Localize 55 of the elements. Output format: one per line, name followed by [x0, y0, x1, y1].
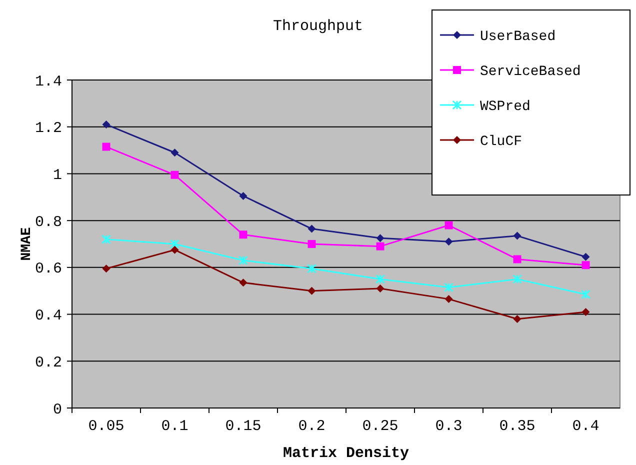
- point: [239, 192, 248, 200]
- point: [238, 256, 248, 266]
- x-tick-label: 0.35: [499, 418, 536, 435]
- point: [444, 295, 453, 304]
- y-tick-label: 1.4: [34, 73, 62, 90]
- point: [170, 246, 179, 254]
- point: [102, 142, 110, 151]
- point: [376, 242, 384, 250]
- point: [513, 314, 522, 323]
- point: [308, 240, 316, 248]
- point: [512, 274, 522, 284]
- point: [308, 224, 316, 233]
- point: [513, 255, 522, 264]
- y-tick-label: 1: [52, 166, 62, 184]
- point: [239, 278, 248, 287]
- legend-label: UserBased: [480, 28, 556, 45]
- point: [376, 284, 384, 293]
- x-tick-label: 0.4: [572, 418, 600, 435]
- y-axis-title: NMAE: [19, 227, 35, 261]
- y-tick-label: 0.8: [34, 214, 62, 231]
- legend-label: CluCF: [480, 134, 522, 150]
- point: [102, 234, 111, 244]
- point: [582, 308, 590, 316]
- y-tick-label: 0.4: [34, 308, 62, 325]
- point: [581, 290, 590, 300]
- x-tick-label: 0.2: [298, 418, 326, 435]
- point: [582, 261, 590, 270]
- point: [307, 264, 316, 274]
- x-tick-label: 0.15: [225, 418, 262, 435]
- y-tick-label: 1.2: [34, 120, 62, 138]
- point: [444, 221, 453, 230]
- point: [444, 282, 454, 292]
- y-tick-label: 0.6: [34, 260, 62, 278]
- point: [582, 252, 590, 261]
- point: [239, 230, 248, 239]
- point: [308, 286, 316, 295]
- x-tick-label: 0.3: [435, 418, 462, 435]
- x-axis-title: Matrix Density: [282, 445, 410, 462]
- point: [170, 148, 179, 157]
- point: [444, 238, 453, 246]
- x-tick-label: 0.25: [362, 418, 398, 435]
- point: [170, 170, 179, 179]
- y-tick-label: 0.2: [34, 354, 62, 372]
- point: [376, 234, 384, 242]
- point: [170, 239, 180, 249]
- legend-label: ServiceBased: [480, 64, 581, 80]
- point: [102, 264, 110, 273]
- y-tick-label: 0: [52, 401, 62, 418]
- point: [513, 232, 522, 240]
- x-tick-label: 0.05: [88, 418, 124, 435]
- legend-label: WSPred: [480, 98, 530, 115]
- chart-title: Throughput: [272, 18, 364, 35]
- x-tick-label: 0.1: [161, 418, 188, 435]
- point: [102, 120, 110, 129]
- point: [376, 274, 385, 284]
